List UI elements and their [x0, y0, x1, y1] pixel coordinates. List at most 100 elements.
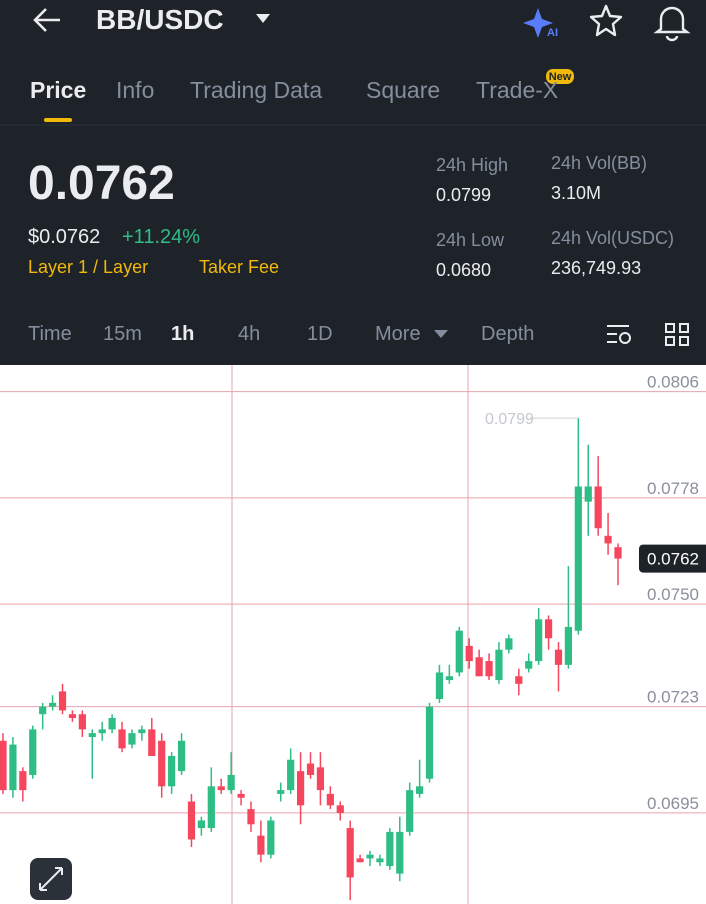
- candle-body: [515, 676, 523, 684]
- candle-body: [118, 729, 126, 749]
- candle-body: [19, 771, 27, 791]
- candle-body: [267, 820, 275, 855]
- candle-body: [177, 740, 186, 772]
- new-badge-bg: [546, 69, 574, 84]
- candle-body: [296, 771, 305, 806]
- tab[interactable]: Info: [116, 77, 155, 103]
- ai-label: AI: [547, 27, 558, 39]
- candle-body: [455, 630, 463, 673]
- favorite-star[interactable]: [589, 4, 623, 37]
- stat-value: 0.0680: [436, 260, 492, 280]
- candle-body: [128, 733, 136, 745]
- candle-body: [227, 774, 235, 791]
- candle-body: [544, 619, 553, 639]
- interval[interactable]: More: [375, 323, 421, 345]
- candle-body: [594, 486, 602, 529]
- candle-body: [386, 831, 394, 867]
- candle-body: [535, 619, 543, 662]
- candle-body: [435, 672, 444, 700]
- more-dropdown[interactable]: [434, 330, 448, 338]
- interval[interactable]: 1h: [171, 323, 195, 345]
- interval[interactable]: 1D: [307, 323, 333, 345]
- candle-body: [505, 638, 513, 650]
- candle-body: [366, 854, 374, 859]
- pair-dropdown[interactable]: [256, 14, 270, 23]
- candle-body: [306, 763, 315, 775]
- candle-body: [237, 793, 245, 798]
- tab[interactable]: Square: [366, 77, 441, 103]
- interval[interactable]: 15m: [103, 323, 142, 345]
- candle-body: [356, 858, 364, 863]
- y-tick-label: 0.0695: [647, 794, 699, 813]
- category-tag[interactable]: Layer 1 / Layer: [28, 257, 149, 277]
- candle-body: [445, 676, 453, 681]
- candle-body: [0, 740, 7, 791]
- candle-body: [207, 786, 215, 829]
- candle-body: [336, 805, 344, 813]
- candle-chart: 0.0806 0.0778 0.0750 0.0723 0.0695 0.0799 0.07…: [0, 365, 706, 904]
- pair-title[interactable]: BB/USDC: [96, 4, 224, 35]
- stat-label: 24h High: [436, 155, 509, 175]
- candle-body: [88, 733, 96, 737]
- y-tick-label: 0.0750: [647, 585, 699, 604]
- interval[interactable]: Depth: [481, 323, 535, 345]
- y-tick-label: 0.0723: [647, 688, 699, 707]
- tab[interactable]: Price: [30, 77, 87, 103]
- layout-icon[interactable]: [665, 323, 689, 346]
- candle-body: [465, 645, 473, 662]
- candle-body: [247, 809, 255, 825]
- candle-body: [9, 744, 17, 791]
- candle-body: [58, 691, 67, 711]
- candle-body: [554, 649, 563, 665]
- candle-body: [564, 626, 573, 665]
- high-marker-label: 0.0799: [485, 411, 534, 428]
- usd-price: $0.0762: [28, 226, 101, 248]
- candle-body: [257, 835, 265, 855]
- stat-label: 24h Vol(USDC): [551, 228, 675, 248]
- interval[interactable]: 4h: [238, 323, 261, 345]
- candle-body: [396, 831, 404, 874]
- candle-body: [475, 657, 483, 677]
- candle-body: [485, 661, 493, 677]
- back-arrow[interactable]: [33, 8, 60, 32]
- candle-body: [168, 755, 176, 787]
- candle-body: [316, 767, 325, 791]
- candle-body: [78, 714, 86, 730]
- candle-body: [48, 702, 57, 707]
- candle-body: [326, 793, 334, 806]
- y-tick-label: 0.0778: [647, 479, 699, 498]
- candle-body: [68, 714, 77, 719]
- fee-tag[interactable]: Taker Fee: [199, 257, 280, 277]
- ai-icon[interactable]: [523, 8, 553, 38]
- candle-body: [197, 820, 205, 829]
- candle-body: [158, 740, 166, 787]
- candle-body: [416, 786, 424, 794]
- bell-icon[interactable]: [653, 6, 691, 42]
- new-badge: New: [549, 71, 572, 83]
- candle-body: [376, 858, 384, 863]
- candle-body: [495, 649, 503, 681]
- price-change: +11.24%: [122, 226, 201, 248]
- stat-value: 0.0799: [436, 185, 492, 205]
- last-price: 0.0762: [28, 157, 175, 210]
- indicator-icon[interactable]: [607, 325, 631, 344]
- candle-body: [277, 790, 285, 794]
- candle-body: [287, 759, 295, 791]
- tab[interactable]: Trade-X: [476, 77, 559, 103]
- y-tick-label: 0.0806: [647, 373, 699, 392]
- candle-body: [29, 729, 37, 775]
- candle-body: [406, 790, 414, 832]
- interval[interactable]: Time: [28, 323, 72, 345]
- stat-label: 24h Low: [436, 230, 505, 250]
- last-price-tag: [639, 544, 706, 573]
- candle-body: [39, 706, 47, 715]
- candle-body: [525, 661, 533, 669]
- tab-indicator: [44, 118, 72, 122]
- stat-value: 3.10M: [551, 183, 602, 203]
- candle-body: [217, 786, 225, 791]
- tab[interactable]: Trading Data: [190, 77, 323, 103]
- candle-body: [614, 547, 622, 559]
- candle-body: [148, 729, 156, 756]
- expand-button[interactable]: [30, 858, 72, 900]
